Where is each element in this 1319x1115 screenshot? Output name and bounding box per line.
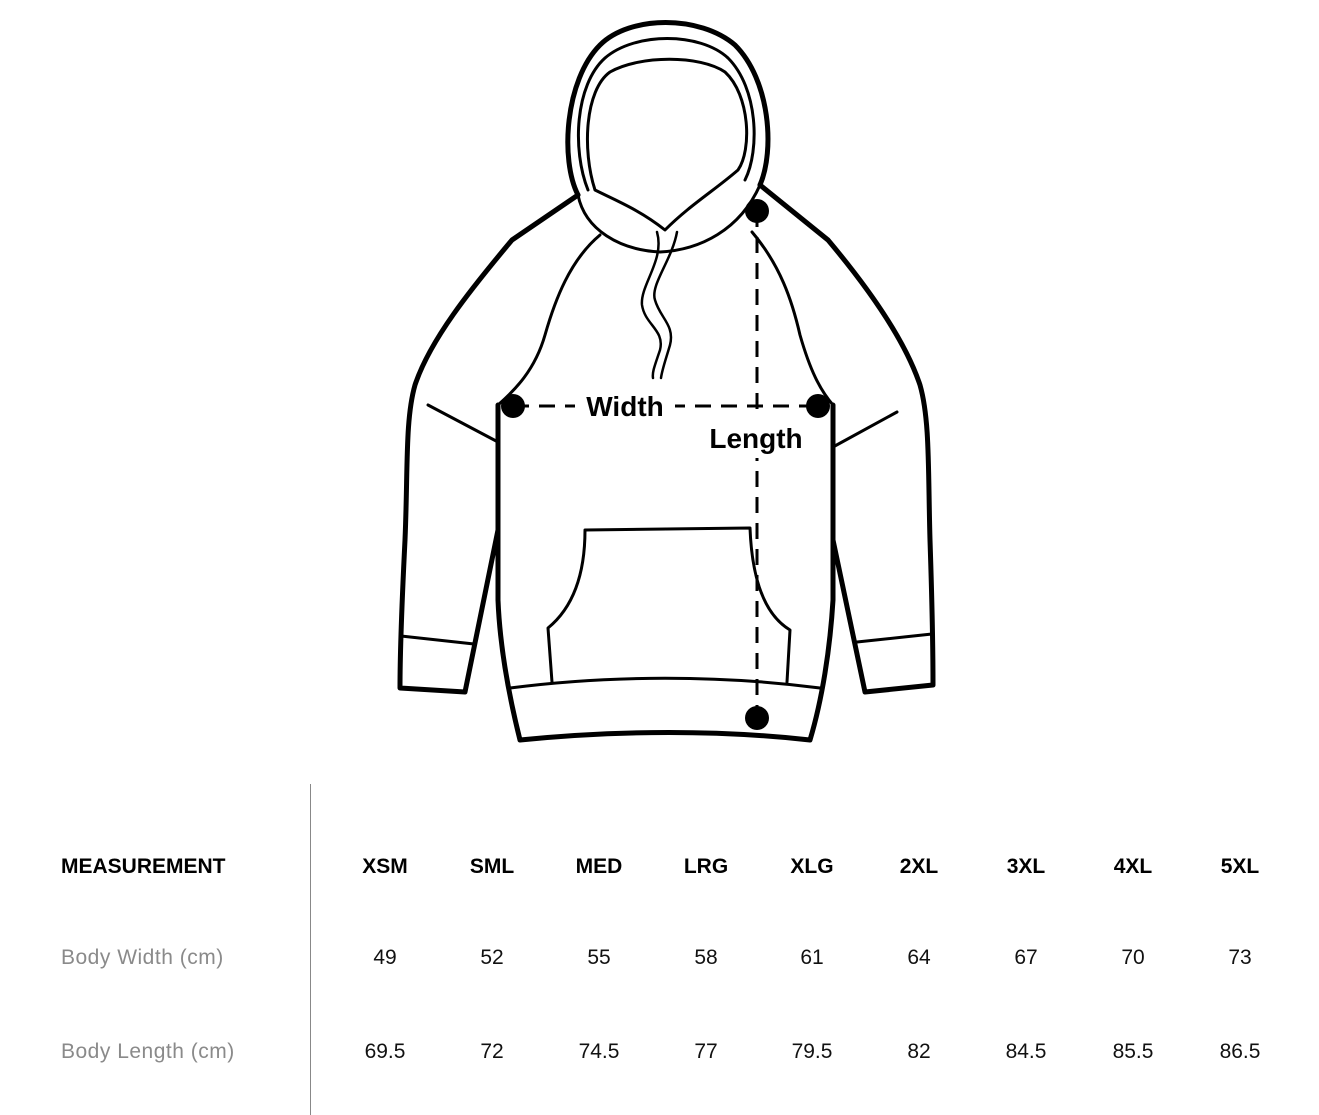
size-header: 4XL	[1113, 855, 1153, 878]
length-start-dot	[745, 199, 769, 223]
left-underarm	[426, 403, 500, 444]
left-cuff-seam	[399, 634, 476, 646]
size-header: SML	[469, 855, 515, 878]
body-width-value: 64	[907, 946, 931, 969]
body-length-value: 69.5	[364, 1040, 406, 1063]
body-width-value: 52	[480, 946, 504, 969]
hem-seam	[508, 676, 822, 690]
body-length-value: 82	[907, 1040, 931, 1063]
right-underarm	[831, 410, 899, 449]
width-end-dot	[806, 394, 830, 418]
size-header: LRG	[683, 855, 729, 878]
width-label: Width	[586, 391, 664, 422]
body-length-value: 84.5	[1005, 1040, 1047, 1063]
body-length-value: 72	[480, 1040, 504, 1063]
size-header: XSM	[362, 855, 408, 878]
body-width-value: 70	[1121, 946, 1145, 969]
drawstring-right	[653, 230, 679, 380]
measurement-header: MEASUREMENT	[61, 855, 226, 878]
hood-collar	[576, 183, 762, 254]
body-length-value: 86.5	[1219, 1040, 1261, 1063]
row-label-body-width: Body Width (cm)	[61, 946, 224, 969]
length-end-dot	[745, 706, 769, 730]
body-width-value: 73	[1228, 946, 1252, 969]
body-width-value: 58	[694, 946, 718, 969]
right-cuff-seam	[855, 632, 934, 644]
hood-inner-rim	[576, 37, 756, 192]
body-length-value: 79.5	[791, 1040, 833, 1063]
left-sleeve-outline	[397, 192, 581, 695]
body-width-value: 67	[1014, 946, 1038, 969]
hoodie-diagram: Width Length	[397, 20, 936, 743]
right-sleeve-outline	[757, 182, 936, 695]
size-header: MED	[575, 855, 623, 878]
width-start-dot	[501, 394, 525, 418]
hood-face-opening	[586, 57, 749, 232]
left-raglan-seam	[496, 233, 602, 407]
row-label-body-length: Body Length (cm)	[61, 1040, 235, 1063]
body-length-value: 74.5	[578, 1040, 620, 1063]
hood-outline	[565, 20, 771, 198]
body-outline	[495, 402, 836, 743]
body-length-value: 85.5	[1112, 1040, 1154, 1063]
table-divider	[310, 784, 311, 1115]
size-header: 3XL	[1006, 855, 1046, 878]
body-length-value: 77	[694, 1040, 718, 1063]
kangaroo-pocket	[546, 526, 792, 684]
body-width-value: 61	[800, 946, 824, 969]
size-header: 5XL	[1220, 855, 1260, 878]
body-width-value: 49	[373, 946, 397, 969]
size-header: XLG	[790, 855, 834, 878]
right-raglan-seam	[750, 230, 835, 407]
length-label: Length	[709, 423, 802, 454]
drawstring-left	[640, 230, 663, 380]
size-header: 2XL	[899, 855, 939, 878]
body-width-value: 55	[587, 946, 611, 969]
